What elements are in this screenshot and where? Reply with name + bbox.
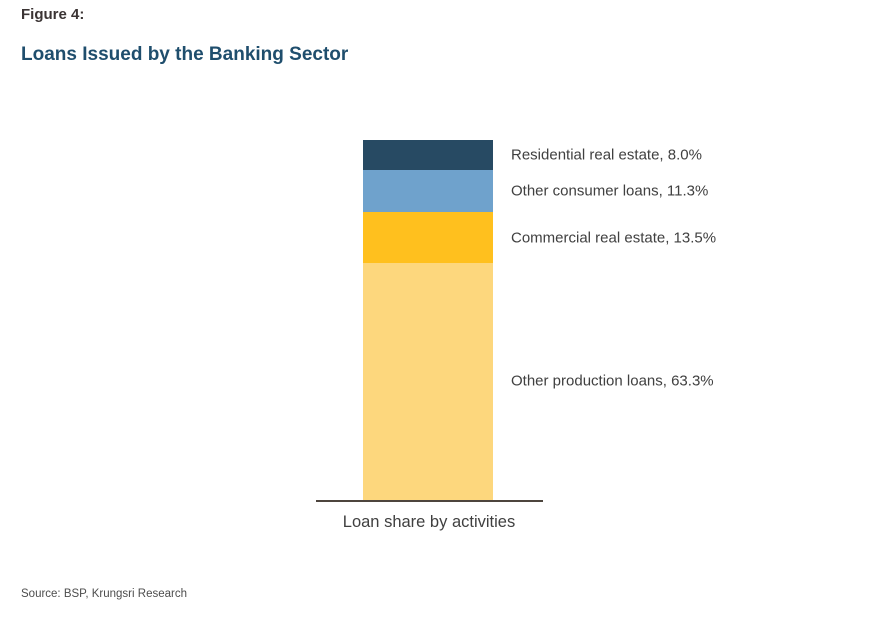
x-axis-label: Loan share by activities — [342, 513, 516, 531]
stacked-bar — [363, 140, 493, 500]
bar-segment-2 — [363, 212, 493, 263]
x-axis-line — [316, 500, 543, 502]
bar-segment-3 — [363, 262, 493, 500]
figure-number-label: Figure 4: — [21, 6, 85, 23]
source-note: Source: BSP, Krungsri Research — [21, 588, 187, 600]
bar-segment-0 — [363, 140, 493, 170]
figure-title: Loans Issued by the Banking Sector — [21, 44, 349, 65]
segment-data-label-0: Residential real estate, 8.0% — [511, 146, 702, 164]
segment-data-label-2: Commercial real estate, 13.5% — [511, 229, 717, 247]
segment-data-label-3: Other production loans, 63.3% — [511, 372, 714, 390]
segment-data-label-1: Other consumer loans, 11.3% — [511, 182, 709, 200]
bar-segment-1 — [363, 169, 493, 213]
